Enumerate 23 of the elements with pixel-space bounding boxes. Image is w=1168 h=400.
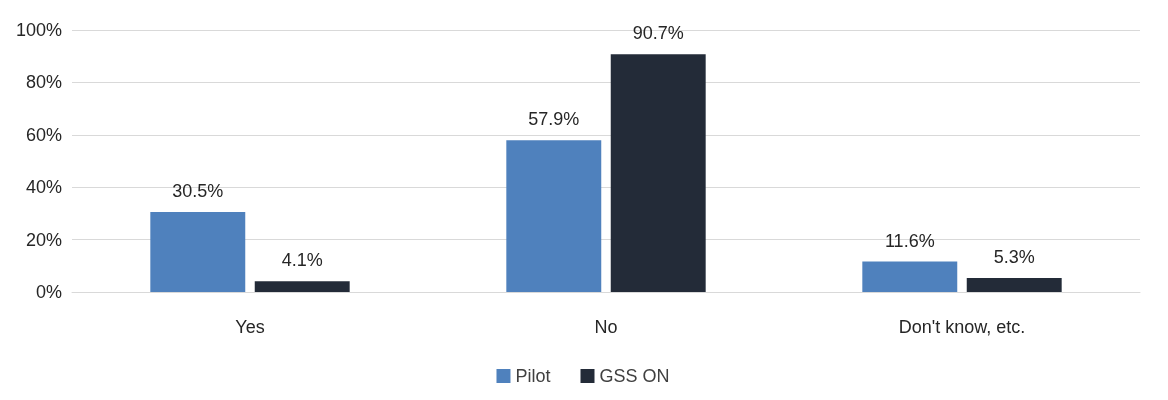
data-label: 5.3%: [993, 247, 1035, 268]
y-tick-label: 60%: [25, 124, 62, 145]
data-label: 11.6%: [884, 230, 935, 251]
y-tick-label: 0%: [35, 282, 62, 302]
legend-label: Pilot: [515, 366, 551, 386]
y-tick-label: 20%: [25, 229, 62, 250]
bar: [966, 278, 1062, 292]
y-tick-label: 40%: [25, 177, 62, 198]
x-tick-label: Yes: [235, 317, 265, 337]
x-tick-label: Don't know, etc.: [898, 317, 1026, 337]
data-label: 30.5%: [172, 181, 224, 202]
y-tick-label: 80%: [25, 72, 62, 93]
bar: [862, 261, 958, 292]
x-tick-label: No: [594, 317, 618, 337]
y-tick-label: 100%: [15, 20, 62, 40]
bar: [254, 281, 350, 292]
data-label: 90.7%: [632, 23, 684, 44]
data-label: 57.9%: [528, 109, 580, 130]
bar: [610, 54, 706, 292]
data-label: 4.1%: [281, 250, 323, 271]
legend-label: GSS ON: [599, 366, 670, 386]
bar: [506, 140, 602, 292]
bar: [150, 212, 246, 292]
